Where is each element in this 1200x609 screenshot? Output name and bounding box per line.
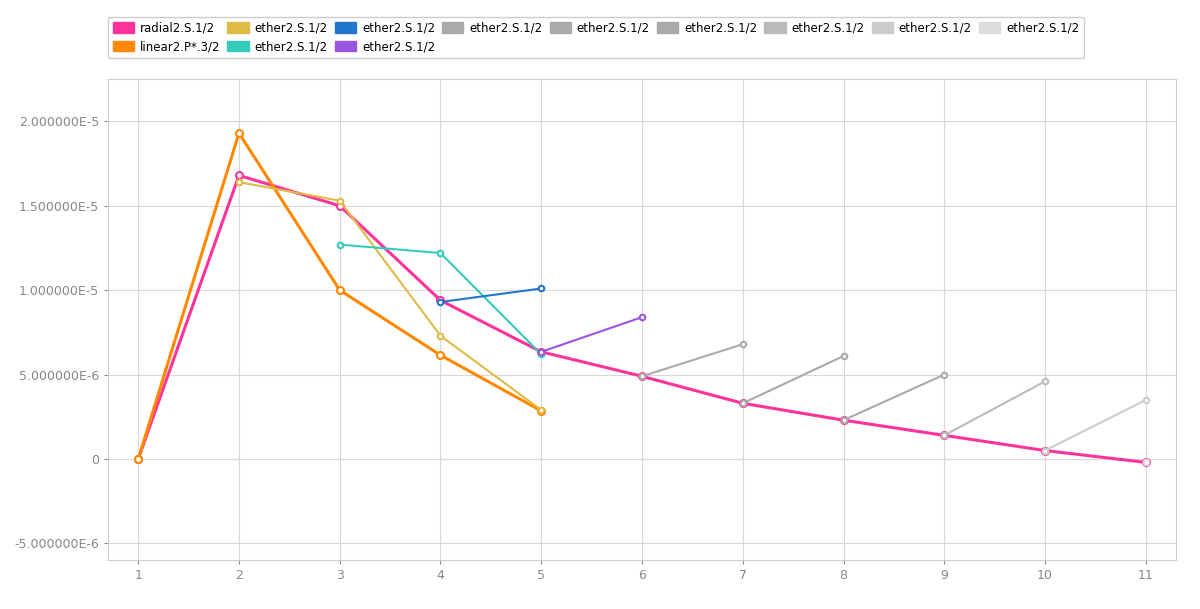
Legend: radial2.S.1/2, linear2.P*.3/2, ether2.S.1/2, ether2.S.1/2, ether2.S.1/2, ether2.: radial2.S.1/2, linear2.P*.3/2, ether2.S.… bbox=[108, 16, 1084, 58]
